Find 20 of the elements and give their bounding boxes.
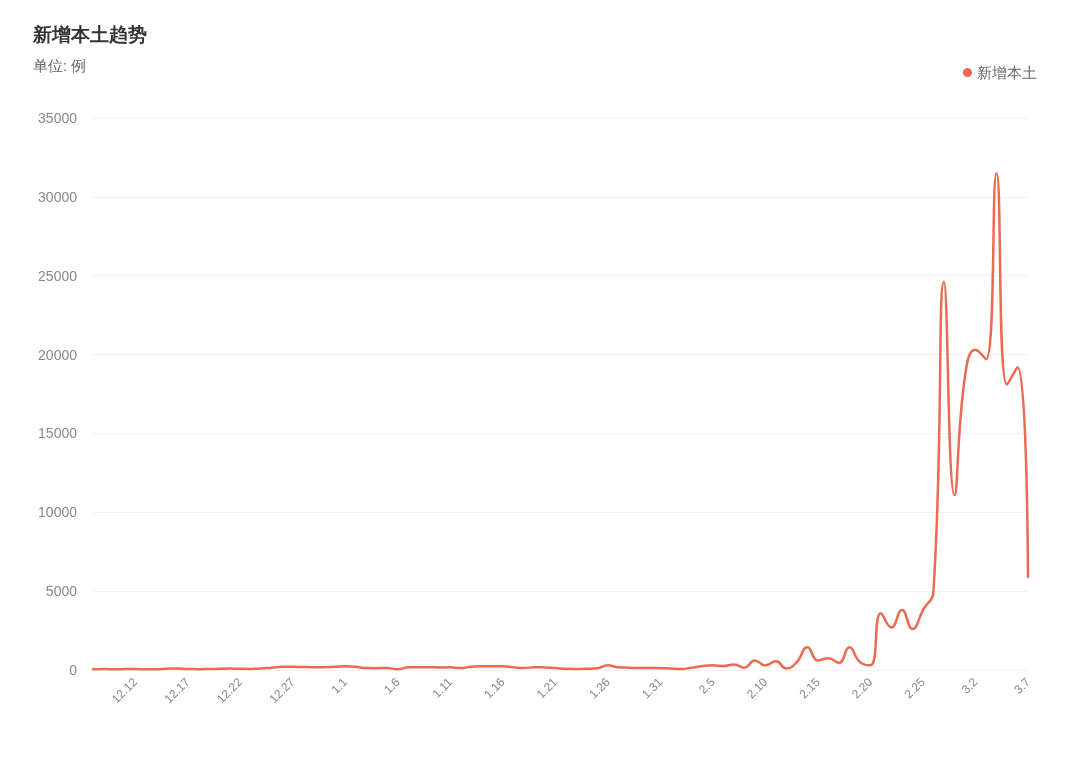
y-tick-label: 0 bbox=[69, 662, 78, 678]
legend-label: 新增本土 bbox=[977, 64, 1037, 81]
chart-subtitle: 单位: 例 bbox=[33, 57, 87, 74]
chart-title: 新增本土趋势 bbox=[32, 24, 147, 45]
x-tick-label: 3.7 bbox=[1011, 674, 1034, 697]
x-tick-label: 1.21 bbox=[533, 674, 561, 702]
x-tick-label: 1.1 bbox=[328, 674, 351, 697]
y-tick-label: 15000 bbox=[38, 425, 78, 442]
y-tick-label: 35000 bbox=[38, 110, 78, 126]
x-tick-label: 2.5 bbox=[696, 674, 719, 697]
y-tick-label: 10000 bbox=[38, 504, 78, 521]
y-tick-label: 20000 bbox=[38, 346, 78, 363]
x-tick-label: 3.2 bbox=[958, 674, 981, 697]
y-tick-label: 25000 bbox=[38, 267, 78, 284]
x-tick-label: 1.11 bbox=[429, 674, 456, 701]
x-tick-label: 1.6 bbox=[380, 674, 403, 697]
y-tick-label: 5000 bbox=[45, 583, 78, 600]
y-tick-label: 30000 bbox=[38, 188, 78, 205]
line-series bbox=[91, 171, 1030, 671]
x-tick-label: 1.31 bbox=[638, 674, 666, 702]
